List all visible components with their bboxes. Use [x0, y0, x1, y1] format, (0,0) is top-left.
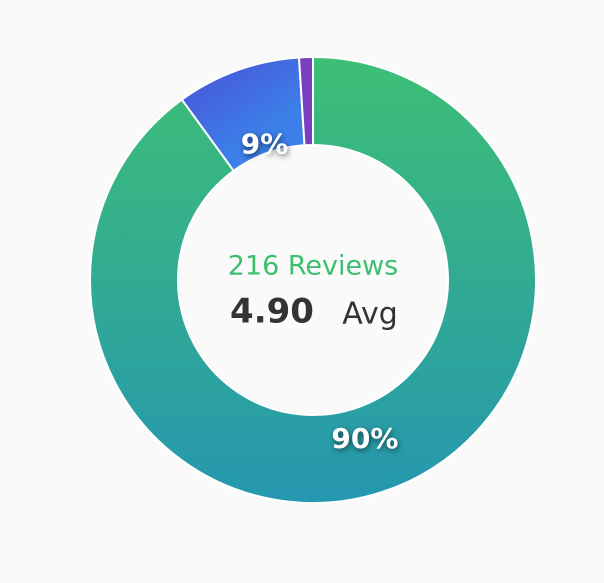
- value-label: 90%: [331, 422, 398, 455]
- value-label: 9%: [241, 127, 289, 160]
- center-title: 216 Reviews: [228, 251, 399, 282]
- center-value: 4.90: [230, 292, 314, 332]
- center-unit: Avg: [342, 297, 398, 332]
- donut-slice: [297, 55, 314, 147]
- donut-slice: [89, 55, 537, 504]
